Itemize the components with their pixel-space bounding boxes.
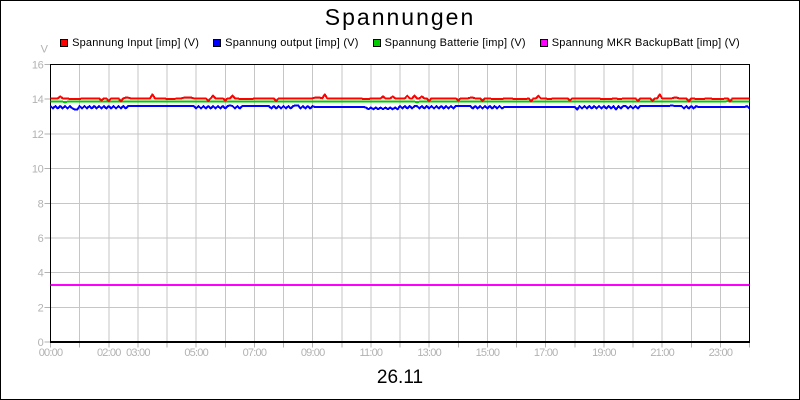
series-line-1 <box>49 104 751 111</box>
x-axis-label: 15:00 <box>476 347 500 359</box>
x-axis-label: 02:00 <box>97 347 121 359</box>
x-axis-label: 09:00 <box>301 347 325 359</box>
y-axis-label: 0 <box>38 337 44 349</box>
y-axis-label: 6 <box>38 233 44 245</box>
legend: Spannung Input [imp] (V) Spannung output … <box>1 37 799 49</box>
x-axis-label: 07:00 <box>243 347 267 359</box>
y-axis-unit-label: V <box>41 44 49 56</box>
y-axis-label: 4 <box>38 268 44 280</box>
y-axis-label: 12 <box>32 129 44 141</box>
x-axis-label: 17:00 <box>534 347 558 359</box>
x-axis-label: 23:00 <box>709 347 733 359</box>
y-axis-label: 14 <box>32 94 44 106</box>
x-axis-label: 13:00 <box>417 347 441 359</box>
x-axis-label: 00:00 <box>39 347 63 359</box>
legend-item-1: Spannung output [imp] (V) <box>213 37 358 49</box>
legend-swatch-icon <box>60 39 69 47</box>
chart-title: Spannungen <box>324 4 476 30</box>
y-axis-label: 10 <box>32 164 44 176</box>
legend-swatch-icon <box>539 39 548 47</box>
legend-label: Spannung Input [imp] (V) <box>72 37 200 49</box>
legend-item-2: Spannung Batterie [imp] (V) <box>372 37 526 49</box>
x-axis-label: 19:00 <box>592 347 616 359</box>
y-axis-label: 2 <box>38 302 44 314</box>
series-line-0 <box>50 93 750 103</box>
legend-swatch-icon <box>372 39 381 47</box>
x-axis-label: 11:00 <box>360 347 383 359</box>
legend-label: Spannung MKR BackupBatt [imp] (V) <box>551 37 740 49</box>
y-axis-label: 16 <box>32 60 44 72</box>
x-axis-date-label: 26.11 <box>376 367 424 388</box>
y-axis-label: 8 <box>38 198 44 210</box>
x-axis-label: 21:00 <box>650 347 674 359</box>
legend-swatch-icon <box>213 39 222 47</box>
legend-item-0: Spannung Input [imp] (V) <box>60 37 199 49</box>
legend-label: Spannung output [imp] (V) <box>225 37 359 49</box>
x-axis-label: 03:00 <box>126 347 150 359</box>
series-line-2 <box>50 99 750 104</box>
legend-item-3: Spannung MKR BackupBatt [imp] (V) <box>539 37 740 49</box>
legend-label: Spannung Batterie [imp] (V) <box>384 37 526 49</box>
x-axis-label: 05:00 <box>184 347 208 359</box>
